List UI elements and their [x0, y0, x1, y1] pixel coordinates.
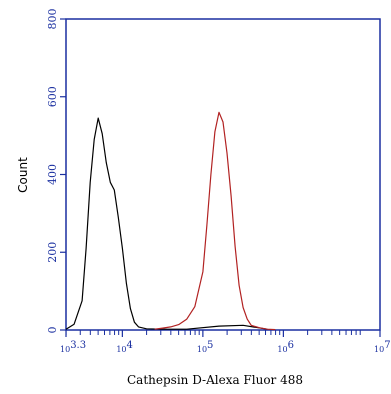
y-tick-label: 600	[46, 86, 59, 107]
stained-histogram-line	[154, 111, 276, 331]
x-tick-label: 105	[197, 340, 214, 354]
y-axis-ticks: 0 200 400 600 800	[46, 9, 66, 334]
control-histogram-line	[65, 117, 268, 330]
x-tick-label: 104	[116, 340, 133, 354]
y-axis-title: Count	[16, 157, 30, 193]
x-tick-exponent: 5	[207, 340, 213, 351]
x-tick-exponent: 6	[288, 340, 294, 351]
x-tick-label: 106	[277, 340, 294, 354]
y-tick-label: 800	[46, 9, 59, 30]
x-axis-title: Cathepsin D-Alexa Fluor 488	[127, 373, 303, 387]
x-tick-base: 10	[374, 345, 384, 354]
plot-frame	[65, 18, 381, 331]
x-tick-label: 103.3	[60, 340, 86, 354]
x-tick-base: 10	[277, 345, 287, 354]
y-tick-label: 400	[46, 164, 59, 185]
x-tick-exponent: 3.3	[70, 340, 86, 351]
x-tick-base: 10	[116, 345, 126, 354]
series-layer	[65, 111, 276, 331]
x-tick-label: 107.2	[374, 340, 391, 354]
x-tick-exponent: 4	[127, 340, 133, 351]
x-tick-base: 10	[60, 345, 70, 354]
y-tick-label: 0	[46, 327, 59, 334]
x-tick-exponent: 7.2	[384, 340, 391, 351]
x-tick-base: 10	[197, 345, 207, 354]
y-tick-label: 200	[46, 242, 59, 263]
